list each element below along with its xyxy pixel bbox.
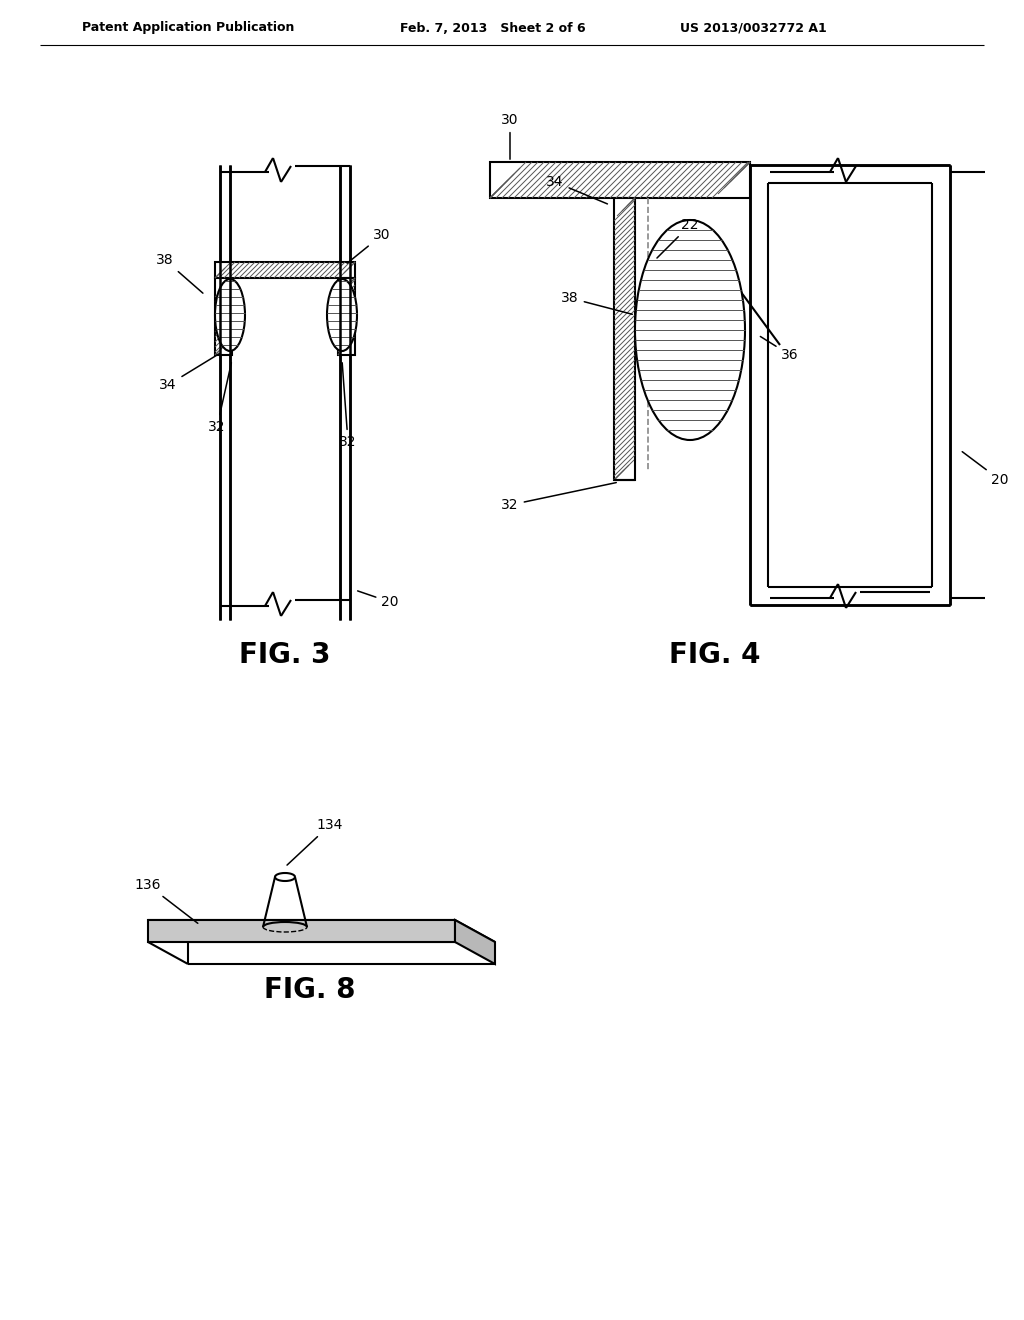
Bar <box>215 261 355 279</box>
Text: FIG. 3: FIG. 3 <box>240 642 331 669</box>
Text: 34: 34 <box>160 354 219 392</box>
Polygon shape <box>148 920 455 942</box>
Bar <box>490 162 750 198</box>
Text: FIG. 4: FIG. 4 <box>670 642 761 669</box>
Text: FIG. 8: FIG. 8 <box>264 975 355 1005</box>
Polygon shape <box>148 920 495 942</box>
Text: 134: 134 <box>287 818 343 865</box>
Text: 36: 36 <box>761 337 799 362</box>
Text: 32: 32 <box>502 483 616 512</box>
Bar <box>215 279 232 355</box>
Polygon shape <box>455 920 495 964</box>
Text: 30: 30 <box>347 228 391 263</box>
Bar <box>614 198 635 480</box>
Text: Feb. 7, 2013   Sheet 2 of 6: Feb. 7, 2013 Sheet 2 of 6 <box>400 21 586 34</box>
Ellipse shape <box>635 220 745 440</box>
Text: 22: 22 <box>657 218 698 257</box>
Text: 34: 34 <box>546 176 607 203</box>
Text: 20: 20 <box>357 591 398 609</box>
Text: 30: 30 <box>502 114 519 160</box>
Text: US 2013/0032772 A1: US 2013/0032772 A1 <box>680 21 826 34</box>
Text: 20: 20 <box>963 451 1009 487</box>
Bar <box>338 279 355 355</box>
Text: Patent Application Publication: Patent Application Publication <box>82 21 294 34</box>
Text: 38: 38 <box>157 253 203 293</box>
Text: 32: 32 <box>208 363 231 434</box>
Ellipse shape <box>327 279 357 351</box>
Ellipse shape <box>215 279 245 351</box>
Text: 38: 38 <box>561 290 632 314</box>
Text: 32: 32 <box>339 363 356 449</box>
Text: 136: 136 <box>135 878 198 923</box>
